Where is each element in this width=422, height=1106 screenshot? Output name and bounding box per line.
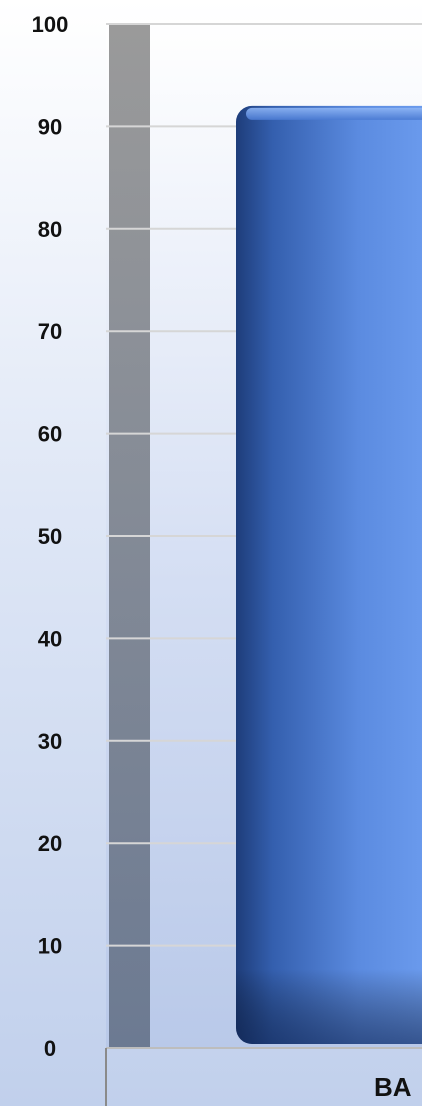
bar-BA (236, 105, 422, 1044)
y-tick-label: 90 (38, 114, 62, 139)
y-tick-label: 60 (38, 422, 62, 447)
y-tick-label: 80 (38, 217, 62, 242)
y-tick-label: 10 (38, 934, 62, 959)
y-tick-label: 40 (38, 626, 62, 651)
bars (236, 105, 422, 1044)
x-axis-category-labels: BA (374, 1072, 412, 1102)
y-axis-tick-labels: 0 10 20 30 40 50 60 70 80 90 100 (32, 12, 69, 1061)
y-tick-label: 30 (38, 729, 62, 754)
y-tick-label: 0 (44, 1036, 56, 1061)
bar-top-highlight (246, 107, 422, 120)
bar-base-shadow (236, 105, 422, 1044)
y-tick-label: 50 (38, 524, 62, 549)
y-tick-label: 70 (38, 319, 62, 344)
y-tick-label: 20 (38, 831, 62, 856)
y-tick-label: 100 (32, 12, 69, 37)
x-category-label: BA (374, 1072, 412, 1102)
